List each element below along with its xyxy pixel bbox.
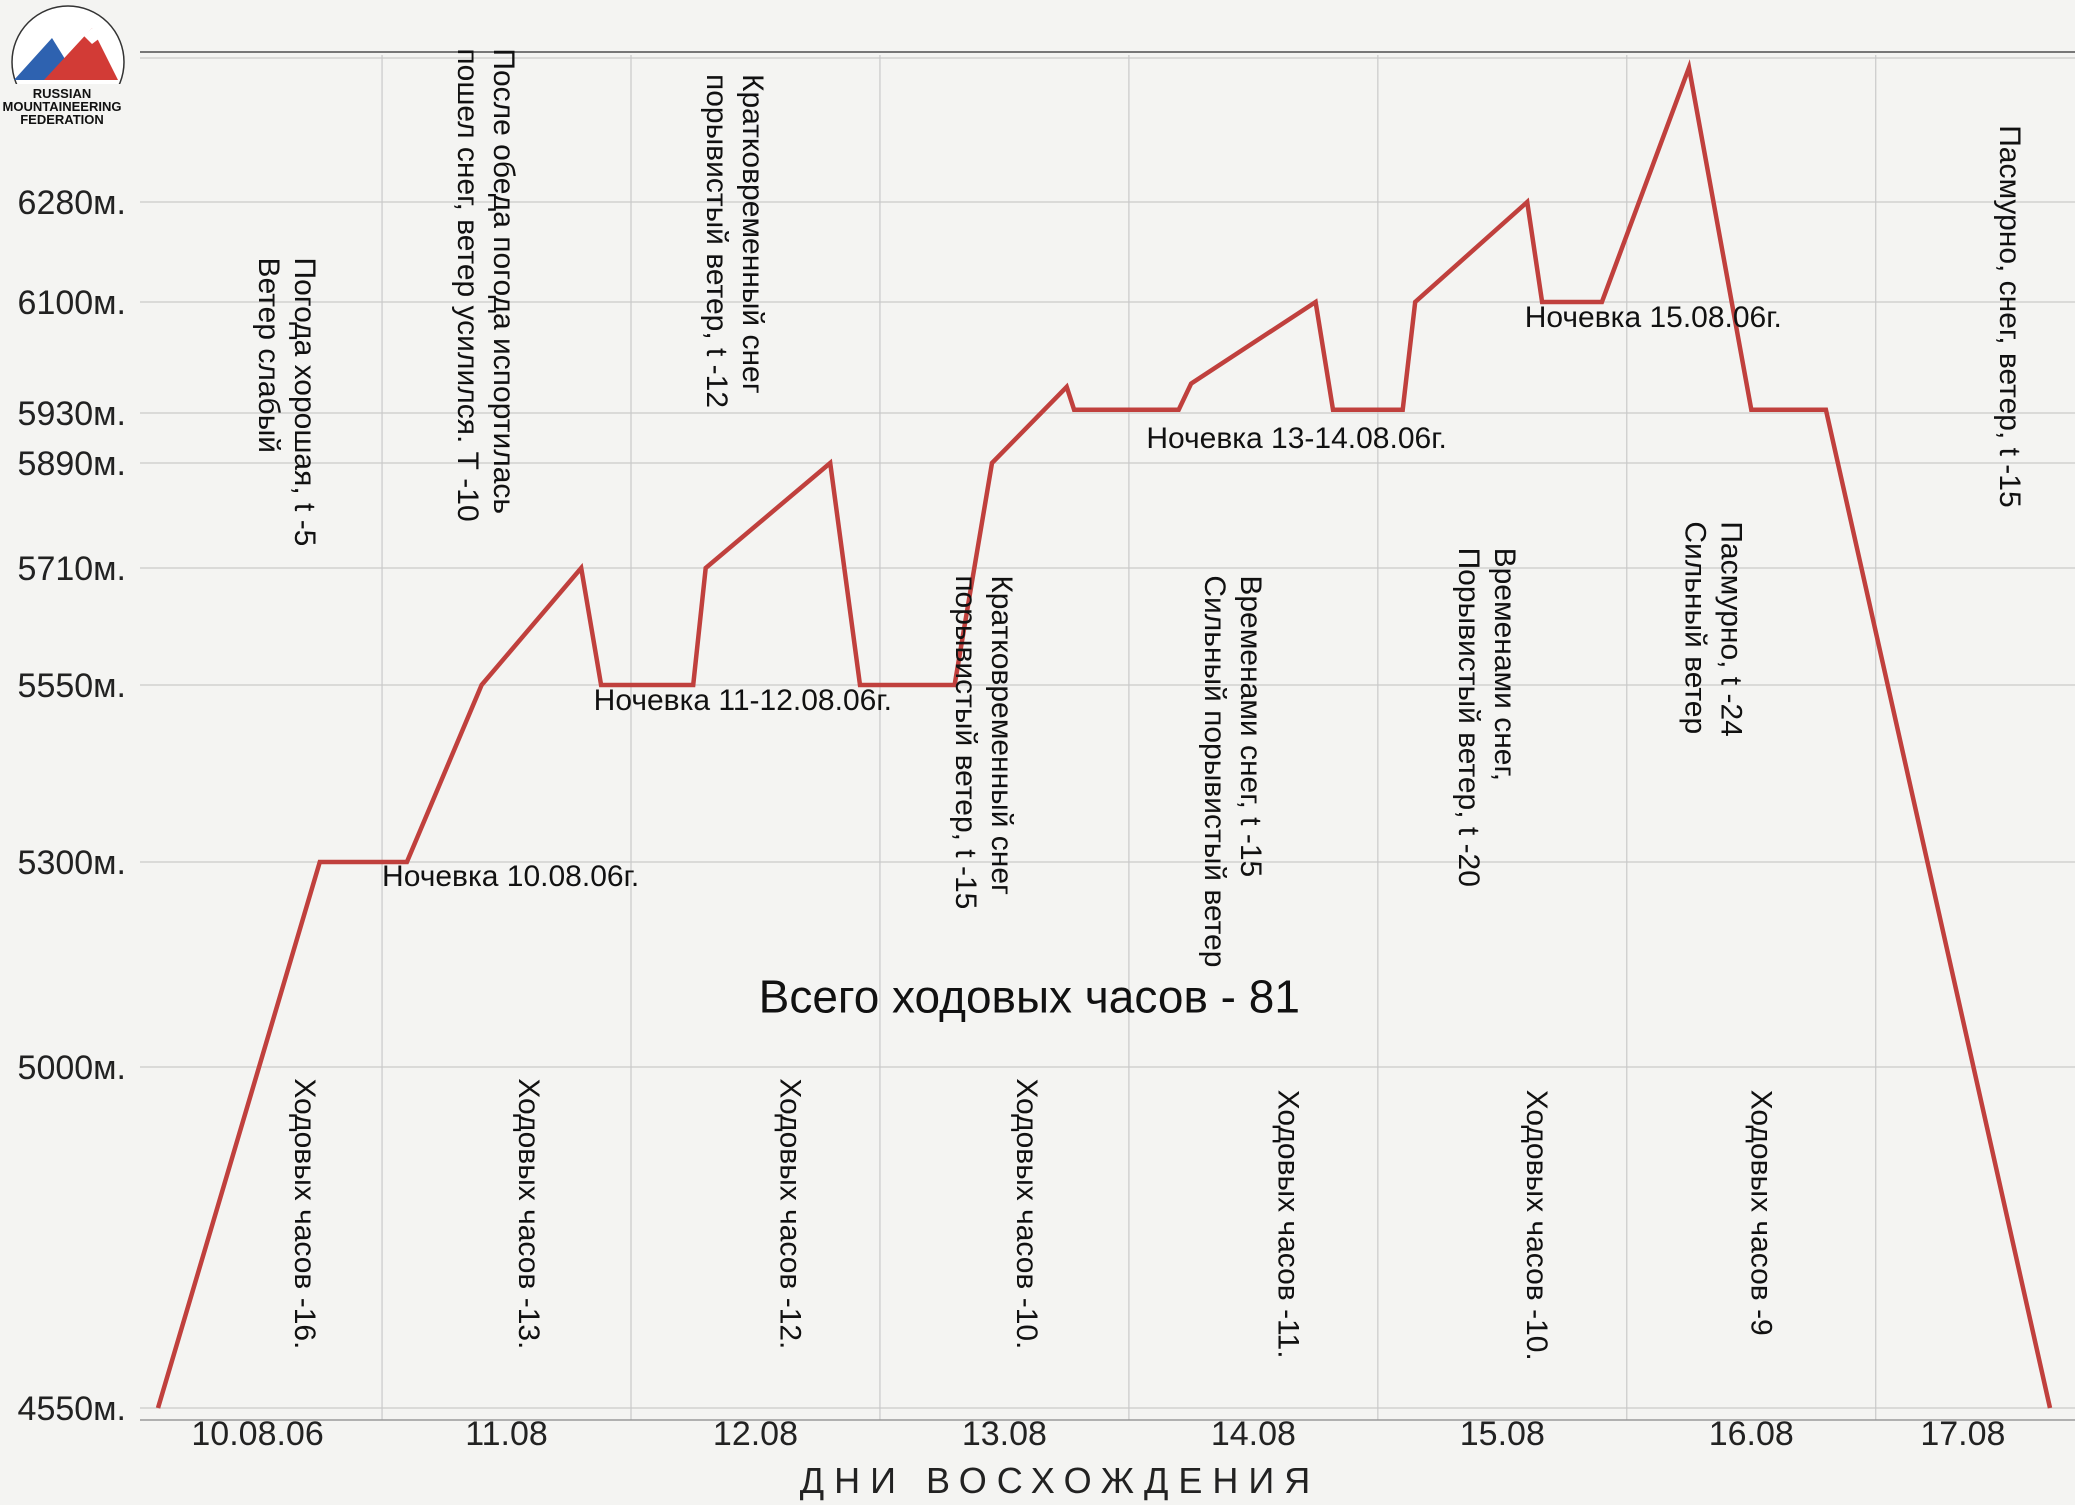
annotation-5-line-0: Временами снег, (1488, 548, 1521, 782)
annotation-4-line-1: Сильный порывистый ветер (1198, 575, 1231, 967)
annotation-6-line-0: Пасмурно, t -24 (1714, 521, 1747, 737)
y-tick-label-1: 5000м. (18, 1049, 126, 1087)
annotation-12-line-0: Ходовых часов -16. (288, 1078, 321, 1349)
total-hours-label: Всего ходовых часов - 81 (759, 970, 1300, 1022)
annotation-10: Ночевка 13-14.08.06г. (1146, 422, 1447, 455)
annotation-18-line-0: Ходовых часов -9 (1744, 1090, 1777, 1336)
logo-line-1: RUSSIAN (33, 86, 92, 101)
annotation-15-line-0: Ходовых часов -10. (1010, 1078, 1043, 1349)
annotation-3-line-1: порывистый ветер, t -15 (949, 575, 982, 909)
annotation-14-line-0: Ходовых часов -12. (773, 1078, 806, 1349)
logo-line-2: MOUNTAINEERING (3, 99, 122, 114)
annotation-5: Временами снег,Порывистый ветер, t -20 (1452, 548, 1521, 887)
annotation-12: Ходовых часов -16. (288, 1078, 321, 1349)
x-axis-title: ДНИ ВОСХОЖДЕНИЯ (800, 1460, 1321, 1501)
y-tick-label-2: 5300м. (18, 844, 126, 882)
annotation-13-line-0: Ходовых часов -13. (512, 1078, 545, 1349)
annotation-7-line-0: Пасмурно, снег, ветер, t -15 (1993, 125, 2026, 507)
x-tick-label-6: 16.08 (1709, 1415, 1794, 1453)
annotation-5-line-1: Порывистый ветер, t -20 (1452, 548, 1485, 887)
annotation-4-line-0: Временами снег, t -15 (1234, 575, 1267, 877)
x-tick-label-3: 13.08 (962, 1415, 1047, 1453)
y-tick-label-8: 6280м. (18, 184, 126, 222)
annotation-7: Пасмурно, снег, ветер, t -15 (1993, 125, 2026, 507)
y-tick-labels: 4550м. 5000м. 5300м. 5550м. 5710м. 5890м. 5930… (18, 40, 126, 1428)
y-tick-label-4: 5710м. (18, 550, 126, 588)
x-tick-label-5: 15.08 (1460, 1415, 1545, 1453)
axes (140, 51, 2075, 1421)
logo-text-band (0, 84, 132, 128)
annotation-1-line-1: пошел снег, ветер усилился. Т -10 (451, 48, 484, 521)
annotation-0-line-1: Ветер слабый (252, 258, 285, 454)
annotation-9: Ночевка 11-12.08.06г. (594, 684, 892, 717)
logo-line-3: FEDERATION (20, 112, 104, 127)
annotation-9-line-0: Ночевка 11-12.08.06г. (594, 684, 892, 717)
y-tick-label-6: 5930м. (18, 395, 126, 433)
annotation-3-line-0: Кратковременный снег (985, 575, 1018, 895)
annotation-2-line-1: порывистый ветер, t -12 (700, 74, 733, 408)
annotation-16: Ходовых часов -11. (1271, 1090, 1304, 1359)
x-tick-label-4: 14.08 (1211, 1415, 1296, 1453)
annotation-8-line-0: Ночевка 10.08.06г. (382, 860, 639, 893)
annotation-11-line-0: Ночевка 15.08.06г. (1525, 301, 1782, 334)
federation-logo: RUSSIAN MOUNTAINEERING FEDERATION (0, 5, 132, 128)
y-tick-label-5: 5890м. (18, 445, 126, 483)
series-layer (155, 59, 2053, 1409)
annotation-2-line-0: Кратковременный снег (736, 74, 769, 394)
y-tick-label-0: 4550м. (18, 1390, 126, 1428)
logo-mountain-red (44, 28, 118, 80)
y-tick-label-7: 6100м. (18, 284, 126, 322)
annotation-11: Ночевка 15.08.06г. (1525, 301, 1782, 334)
x-tick-label-0: 10.08.06 (191, 1415, 323, 1453)
annotation-10-line-0: Ночевка 13-14.08.06г. (1146, 422, 1447, 455)
annotation-18: Ходовых часов -9 (1744, 1090, 1777, 1336)
x-tick-label-7: 17.08 (1920, 1415, 2005, 1453)
annotation-13: Ходовых часов -13. (512, 1078, 545, 1349)
logo-snowcap (84, 28, 100, 44)
y-tick-label-3: 5550м. (18, 667, 126, 705)
annotation-15: Ходовых часов -10. (1010, 1078, 1043, 1349)
x-tick-label-1: 11.08 (465, 1415, 548, 1453)
annotation-17-line-0: Ходовых часов -10. (1520, 1090, 1553, 1361)
annotation-1-line-0: После обеда погода испортилась (487, 48, 520, 514)
annotation-14: Ходовых часов -12. (773, 1078, 806, 1349)
annotation-6-line-1: Сильный ветер (1678, 521, 1711, 734)
x-tick-labels: 10.08.06 11.08 12.08 13.08 14.08 15.08 16.08 17… (191, 1415, 2005, 1453)
annotation-8: Ночевка 10.08.06г. (382, 860, 639, 893)
grid-lines (140, 55, 2075, 1420)
annotation-16-line-0: Ходовых часов -11. (1271, 1090, 1304, 1359)
x-tick-label-2: 12.08 (713, 1415, 798, 1453)
annotation-17: Ходовых часов -10. (1520, 1090, 1553, 1361)
annotation-0-line-0: Погода хорошая, t -5 (288, 258, 321, 547)
